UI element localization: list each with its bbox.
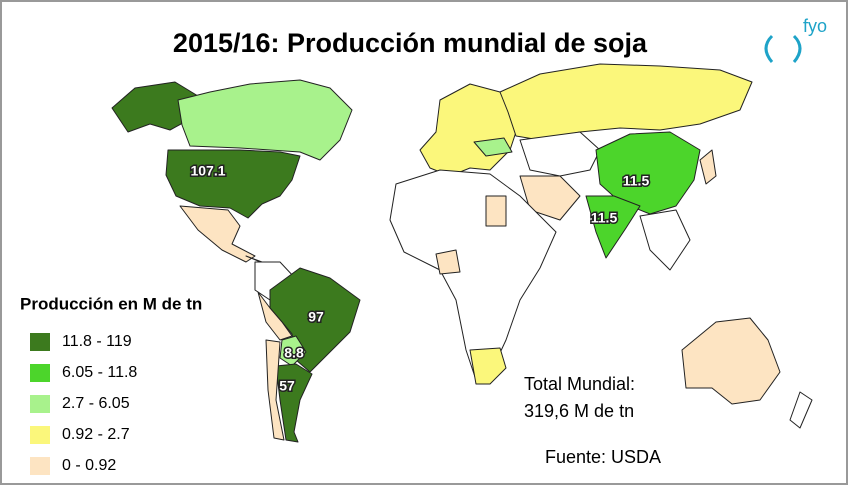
logo-text: fyo (803, 16, 827, 36)
peru-bolivia (257, 291, 293, 341)
south-africa (469, 347, 507, 385)
map-value-label: 57 (279, 378, 295, 394)
egypt (485, 195, 507, 227)
legend-label: 2.7 - 6.05 (62, 395, 130, 412)
new-zealand (789, 391, 813, 429)
australia (681, 317, 781, 405)
india (585, 195, 641, 259)
chile (265, 339, 285, 441)
legend-swatch (30, 364, 50, 382)
map-value-label: 107.1 (190, 163, 225, 179)
logo-bracket (792, 34, 802, 63)
logo-bracket (764, 34, 774, 63)
legend-swatch (30, 457, 50, 475)
legend: Producción en M de tn 11.8 - 119 6.05 - 1… (20, 294, 202, 475)
mexico (179, 205, 256, 263)
world-map (111, 63, 813, 443)
logo: fyo (764, 16, 827, 63)
canada (177, 79, 353, 161)
source: Fuente: USDA (545, 447, 661, 467)
legend-label: 6.05 - 11.8 (62, 364, 137, 381)
map-value-label: 97 (308, 309, 324, 325)
legend-label: 11.8 - 119 (62, 333, 132, 350)
map-value-label: 8.8 (284, 345, 304, 361)
nigeria (435, 249, 461, 275)
map-value-label: 11.5 (623, 173, 650, 189)
legend-title: Producción en M de tn (20, 294, 202, 313)
paraguay (279, 335, 307, 367)
argentina (275, 363, 313, 443)
legend-label: 0 - 0.92 (62, 457, 116, 474)
legend-swatch (30, 426, 50, 444)
usa (165, 149, 301, 219)
title: 2015/16: Producción mundial de soja (173, 28, 648, 58)
japan-korea (699, 149, 717, 185)
legend-swatch (30, 395, 50, 413)
central-asia (519, 131, 601, 177)
ukraine (473, 137, 513, 157)
china (595, 131, 701, 215)
southeast-asia (639, 209, 691, 271)
russia (499, 63, 753, 141)
total-label: Total Mundial: (524, 374, 635, 394)
total-value: 319,6 M de tn (524, 401, 634, 421)
legend-swatch (30, 333, 50, 351)
legend-label: 0.92 - 2.7 (62, 426, 130, 443)
map-value-label: 11.5 (591, 210, 618, 226)
map-labels: 107.1 11.5 11.5 97 8.8 57 (189, 161, 651, 395)
